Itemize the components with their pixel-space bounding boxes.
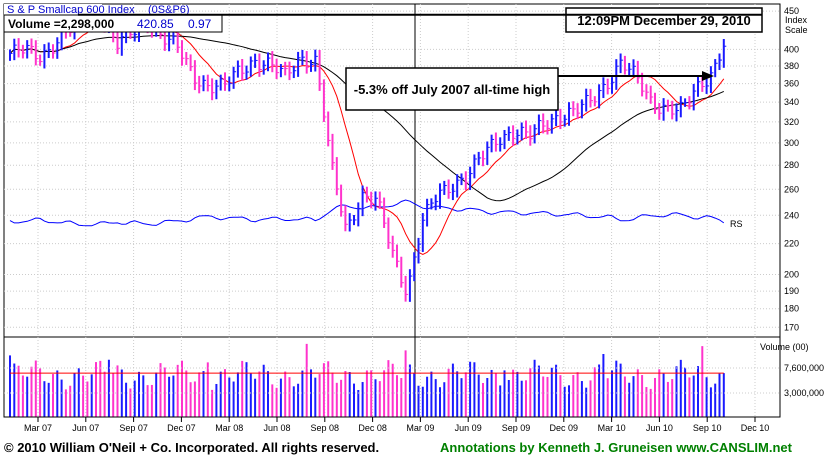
y-tick-label: 450	[784, 6, 799, 16]
y-tick-label: 400	[784, 44, 799, 54]
index-symbol: (0S&P6)	[148, 4, 190, 16]
scale-label-1: Index	[785, 15, 808, 25]
index-name: S & P Smallcap 600 Index	[7, 4, 135, 16]
volume-axis-label: Volume (00)	[760, 342, 809, 352]
y-tick-label: 380	[784, 61, 799, 71]
x-tick-label: Sep 10	[693, 423, 722, 433]
arrow-head-icon	[702, 71, 714, 81]
x-tick-label: Dec 08	[358, 423, 387, 433]
x-tick-label: Jun 10	[646, 423, 673, 433]
x-tick-label: Mar 09	[406, 423, 434, 433]
x-axis-labels: Mar 07 Jun 07 Sep 07 Dec 07 Mar 08 Jun 08 Sep …	[4, 416, 780, 433]
y-tick-label: 180	[784, 304, 799, 314]
scale-label-2: Scale	[785, 25, 808, 35]
x-tick-label: Dec 10	[741, 423, 770, 433]
rs-line	[9, 199, 725, 227]
volume-label: Volume =2,298,000	[8, 17, 115, 31]
y-tick-label: 260	[784, 184, 799, 194]
volume-bars: 7,600,000 3,000,000	[4, 343, 824, 417]
price-value: 420.85	[137, 17, 174, 31]
x-tick-label: Mar 10	[598, 423, 626, 433]
annotation-box	[345, 67, 559, 111]
annotation-text: -5.3% off July 2007 all-time high	[354, 82, 551, 97]
x-tick-label: Sep 07	[119, 423, 148, 433]
x-tick-label: Dec 07	[167, 423, 196, 433]
y-tick-label: 320	[784, 117, 799, 127]
annotations-credit: Annotations by Kenneth J. Gruneisen www.…	[440, 440, 793, 455]
y-tick-label: 170	[784, 322, 799, 332]
y-tick-label: 360	[784, 79, 799, 89]
y-tick-label: 220	[784, 239, 799, 249]
rs-label: RS	[730, 219, 743, 229]
y-tick-label: 340	[784, 97, 799, 107]
y-tick-label: 280	[784, 160, 799, 170]
x-tick-label: Dec 09	[550, 423, 579, 433]
y-tick-label: 300	[784, 138, 799, 148]
x-tick-label: Sep 09	[502, 423, 531, 433]
rs-line-layer: RS	[9, 199, 743, 229]
y-tick-label: 190	[784, 286, 799, 296]
volume-tick-label: 7,600,000	[784, 363, 824, 373]
y-tick-label: 240	[784, 210, 799, 220]
x-tick-label: Sep 08	[311, 423, 340, 433]
y-axis-labels: 170 180 190 200 220 240 260 280 300 320 340 360 380 4…	[784, 6, 799, 332]
volume-tick-label: 3,000,000	[784, 388, 824, 398]
x-tick-label: Jun 07	[72, 423, 99, 433]
timestamp-box	[565, 7, 763, 33]
x-tick-label: Jun 09	[455, 423, 482, 433]
copyright: © 2010 William O'Neil + Co. Incorporated…	[4, 440, 379, 455]
x-tick-label: Mar 07	[24, 423, 52, 433]
change-value: 0.97	[188, 17, 212, 31]
timestamp: 12:09PM December 29, 2010	[577, 13, 750, 28]
x-tick-label: Jun 08	[263, 423, 290, 433]
price-panel	[3, 3, 781, 338]
y-tick-label: 200	[784, 270, 799, 280]
x-tick-label: Mar 08	[215, 423, 243, 433]
